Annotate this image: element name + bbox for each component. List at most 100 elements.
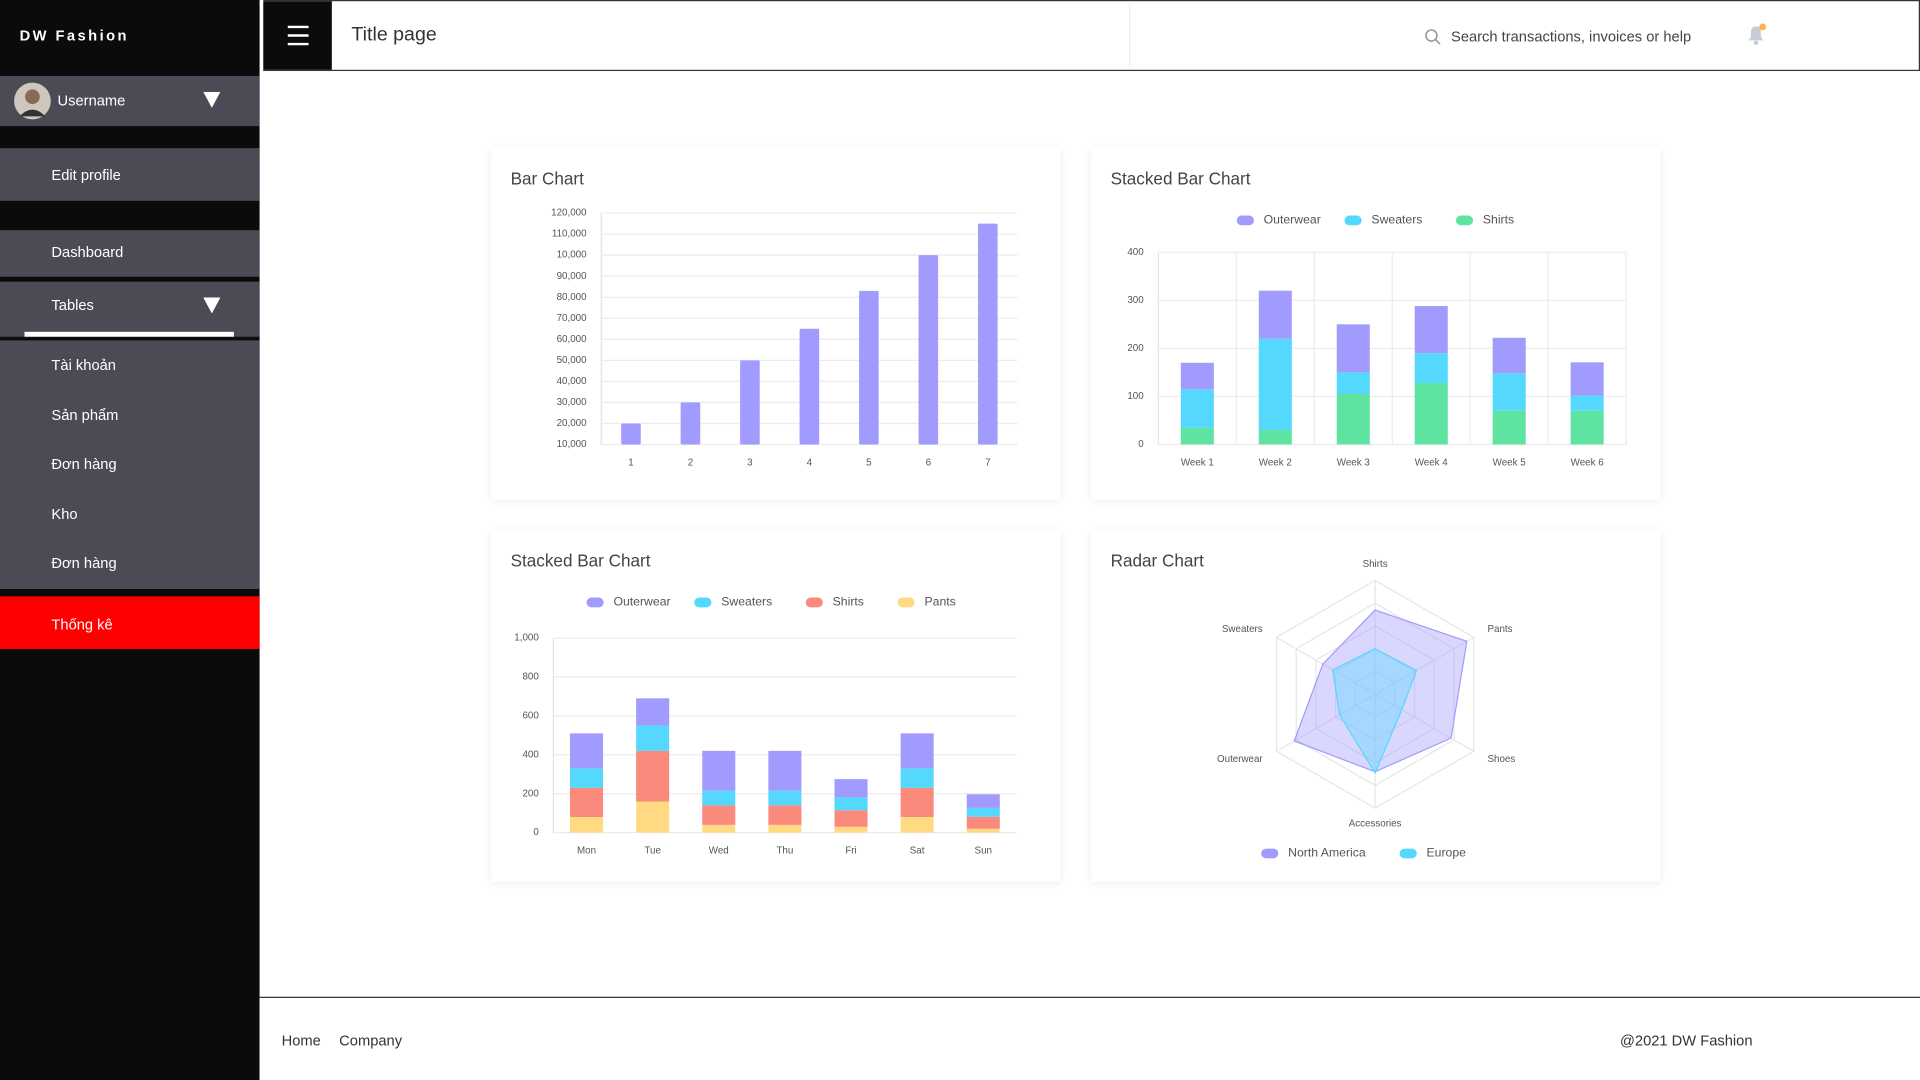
submenu-item[interactable]: Sản phẩm xyxy=(51,406,119,424)
menu-active[interactable]: Thống kê xyxy=(0,596,260,649)
dropdown-arrow[interactable] xyxy=(203,297,221,314)
x-tick-label: Mon xyxy=(577,846,596,857)
y-tick-label: 600 xyxy=(522,710,539,721)
x-tick-label: 1 xyxy=(628,457,633,468)
radar-axis-label: Pants xyxy=(1488,624,1513,635)
radar-axis-label: Outerwear xyxy=(1217,754,1263,765)
brand[interactable]: DW Fashion xyxy=(19,26,129,45)
page-title: Title page xyxy=(351,24,437,46)
submenu-item[interactable]: Đơn hàng xyxy=(51,455,117,473)
chart: Stacked Bar Chart 0 100 200 300 400 Week 1 Week… xyxy=(1111,169,1627,468)
y-tick-label: 120,000 xyxy=(551,208,587,219)
legend-label: Shirts xyxy=(833,595,864,609)
legend-swatch xyxy=(586,597,604,608)
search-icon[interactable] xyxy=(1424,28,1441,45)
radar-axis-label: Accessories xyxy=(1349,819,1402,830)
y-tick-label: 70,000 xyxy=(557,313,587,324)
notification-bell[interactable] xyxy=(1744,22,1768,46)
chart-title: Bar Chart xyxy=(511,169,585,189)
y-tick-label: 1,000 xyxy=(514,633,539,644)
x-tick-label: Week 3 xyxy=(1337,457,1371,468)
y-tick-label: 0 xyxy=(533,827,539,838)
bar xyxy=(740,360,760,445)
chart-title: Stacked Bar Chart xyxy=(1111,169,1251,189)
radar-area xyxy=(1332,648,1418,775)
bar xyxy=(978,223,998,445)
sidebar: DW Fashion Username Edit profile Dashboa… xyxy=(0,0,260,1080)
menu-label: Dashboard xyxy=(51,243,124,261)
bar-segment xyxy=(1336,324,1370,373)
y-tick-label: 20,000 xyxy=(557,418,587,429)
bar-segment xyxy=(1492,337,1526,374)
card: Stacked Bar Chart 0 100 200 300 400 Week 1 Week… xyxy=(1091,146,1661,500)
copyright: @2021 DW Fashion xyxy=(1620,1032,1753,1050)
x-tick-label: Week 4 xyxy=(1415,457,1449,468)
bar-segment xyxy=(1570,410,1604,445)
edit-profile[interactable]: Edit profile xyxy=(0,148,260,201)
bar-segment xyxy=(702,824,736,833)
edit-profile-label: Edit profile xyxy=(51,166,121,184)
bar-segment xyxy=(570,768,604,788)
submenu-item[interactable]: Kho xyxy=(51,505,78,523)
bar-segment xyxy=(636,725,670,751)
bar-segment xyxy=(1180,389,1214,428)
y-tick-label: 400 xyxy=(1127,247,1144,258)
submenu: Tài khoản Sản phẩm Đơn hàng Kho Đơn hàng xyxy=(0,340,260,589)
legend-swatch xyxy=(1399,848,1417,859)
bar-segment xyxy=(1258,338,1292,431)
legend-swatch xyxy=(805,597,823,608)
menu-toggle[interactable] xyxy=(263,1,332,70)
legend-label: Sweaters xyxy=(721,595,772,609)
chart-title: Stacked Bar Chart xyxy=(511,551,651,571)
bar-segment xyxy=(636,750,670,802)
x-tick-label: 3 xyxy=(747,457,753,468)
menu-label: Thống kê xyxy=(51,615,113,634)
submenu-item[interactable]: Đơn hàng xyxy=(51,554,117,572)
chart: Stacked Bar Chart 0 200 400 600 800 1,000 Mon Tu… xyxy=(511,551,1017,857)
menu-tables[interactable]: Tables xyxy=(0,281,260,338)
bar xyxy=(621,423,641,445)
footer-link[interactable]: Company xyxy=(339,1032,403,1050)
bar-segment xyxy=(1414,382,1448,445)
bar-segment xyxy=(900,768,934,788)
y-tick-label: 0 xyxy=(1138,439,1144,450)
bar-segment xyxy=(636,801,670,833)
y-tick-label: 40,000 xyxy=(557,376,587,387)
card: Stacked Bar Chart 0 200 400 600 800 1,000 Mon Tu… xyxy=(491,528,1061,882)
search-box[interactable]: Search transactions, invoices or help xyxy=(1451,28,1692,46)
menu-dashboard[interactable]: Dashboard xyxy=(0,230,260,277)
radar-spoke xyxy=(1276,693,1376,752)
dropdown-arrow[interactable] xyxy=(203,91,221,108)
legend-label: Europe xyxy=(1427,846,1467,860)
radar-spoke xyxy=(1374,693,1475,752)
y-tick-label: 30,000 xyxy=(557,397,587,408)
bar-segment xyxy=(768,750,802,791)
radar-spoke xyxy=(1276,636,1376,695)
radar-axis-label: Shoes xyxy=(1488,754,1516,765)
legend-label: Outerwear xyxy=(613,595,670,609)
bar-segment xyxy=(1336,372,1370,395)
username: Username xyxy=(57,91,126,109)
bar-segment xyxy=(1570,362,1604,396)
y-tick-label: 10,000 xyxy=(557,439,587,450)
y-tick-label: 50,000 xyxy=(557,355,587,366)
y-tick-label: 110,000 xyxy=(552,229,587,240)
legend-label: North America xyxy=(1288,846,1366,860)
submenu-item[interactable]: Tài khoản xyxy=(51,356,116,374)
bar-segment xyxy=(900,817,934,833)
legend-swatch xyxy=(897,597,915,608)
user-block[interactable]: Username xyxy=(0,75,260,127)
bar-segment xyxy=(1258,290,1292,339)
bar-segment xyxy=(966,807,1000,817)
footer-link[interactable]: Home xyxy=(281,1032,321,1050)
bar-segment xyxy=(636,698,670,726)
chart: Bar Chart 10,000 20,000 30,000 40,000 50,000 6… xyxy=(511,169,1018,468)
legend-swatch xyxy=(694,597,712,608)
radar-spoke xyxy=(1374,636,1475,695)
bar-segment xyxy=(966,828,1000,833)
bar xyxy=(680,402,701,445)
x-tick-label: 4 xyxy=(807,457,813,468)
bar xyxy=(799,328,820,445)
bar-segment xyxy=(1492,410,1526,445)
bar-segment xyxy=(768,805,802,825)
